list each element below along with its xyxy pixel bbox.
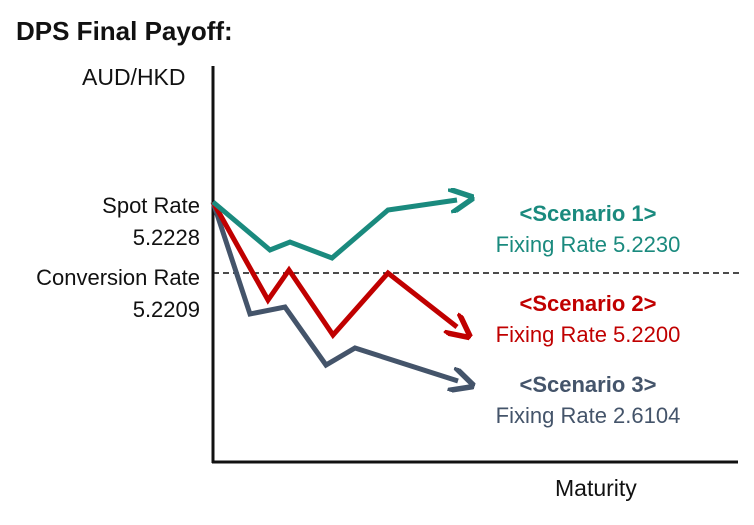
scenario-2-fixing-rate: Fixing Rate 5.2200: [495, 322, 681, 347]
scenario-1-title: <Scenario 1>: [519, 201, 657, 226]
spot-rate-value: 5.2228: [132, 225, 200, 250]
scenario-2-label: <Scenario 2> Fixing Rate 5.2200: [458, 293, 718, 346]
scenario-2-title: <Scenario 2>: [519, 291, 657, 316]
conversion-rate-value: 5.2209: [132, 297, 200, 322]
scenario-3-label: <Scenario 3> Fixing Rate 2.6104: [458, 374, 718, 427]
scenario-3-path: [210, 201, 458, 381]
page-title: DPS Final Payoff:: [16, 16, 233, 46]
spot-rate-label: Spot Rate: [102, 193, 200, 218]
y-axis-label: AUD/HKD: [82, 64, 186, 90]
x-axis-label: Maturity: [555, 475, 637, 501]
scenario-3-title: <Scenario 3>: [519, 372, 657, 397]
scenario-3-fixing-rate: Fixing Rate 2.6104: [495, 403, 681, 428]
conversion-rate-label: Conversion Rate: [36, 265, 200, 290]
scenario-1-label: <Scenario 1> Fixing Rate 5.2230: [458, 203, 718, 256]
scenario-1-path: [211, 200, 457, 261]
scenario-1-fixing-rate: Fixing Rate 5.2230: [495, 232, 681, 257]
scenario-2-path: [210, 200, 457, 335]
